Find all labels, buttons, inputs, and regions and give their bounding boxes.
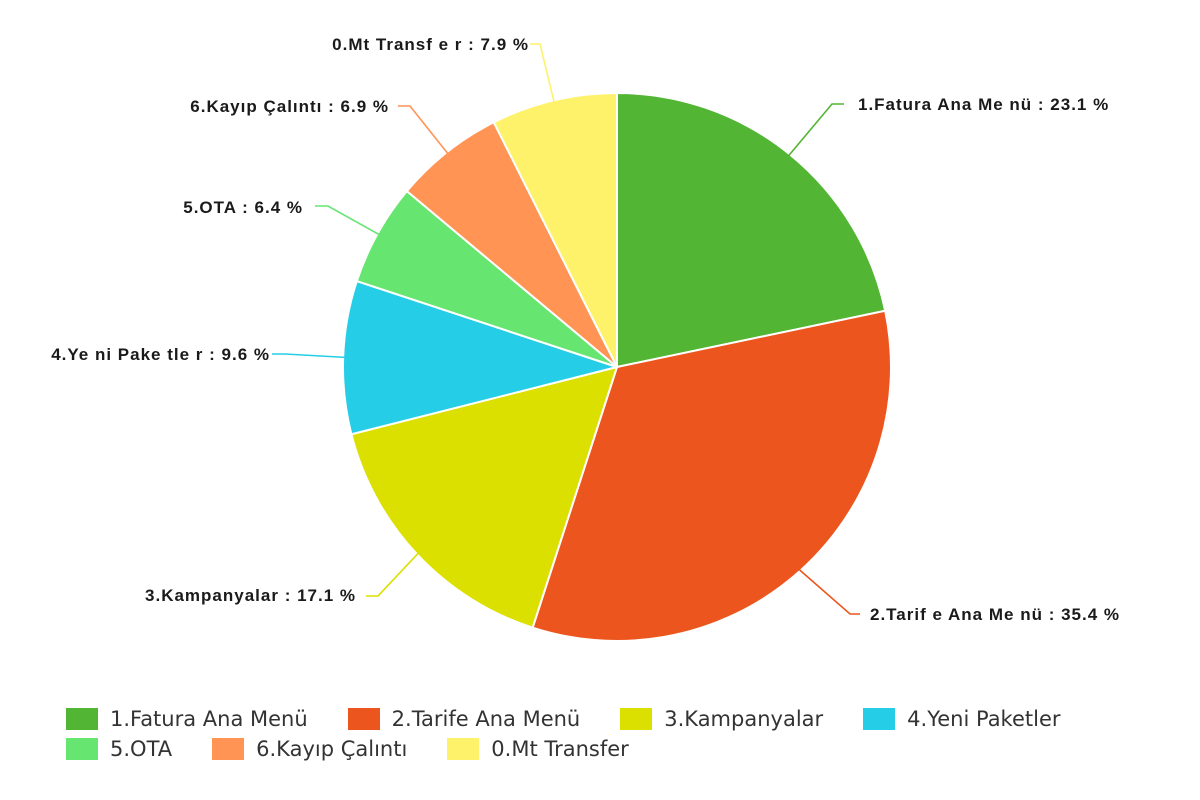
data-label-0-mt-transfer: 0.Mt Transf e r : 7.9 % xyxy=(332,35,529,54)
legend-label: 6.Kayıp Çalıntı xyxy=(256,737,408,761)
legend-label: 1.Fatura Ana Menü xyxy=(110,707,308,731)
legend-swatch xyxy=(66,738,98,760)
legend-swatch xyxy=(863,708,896,730)
legend-item-6-kay-p-al-nt[interactable]: 6.Kayıp Çalıntı xyxy=(212,737,407,761)
connector-5-ota xyxy=(315,205,380,236)
legend-label: 4.Yeni Paketler xyxy=(907,707,1061,731)
legend-swatch xyxy=(447,738,480,760)
data-label-1-fatura-ana-men: 1.Fatura Ana Me nü : 23.1 % xyxy=(858,95,1109,114)
data-label-2-tarife-ana-men: 2.Tarif e Ana Me nü : 35.4 % xyxy=(870,605,1120,624)
legend-swatch xyxy=(66,708,98,730)
legend-swatch xyxy=(620,708,653,730)
data-labels: 1.Fatura Ana Me nü : 23.1 % 2.Tarif e Ana… xyxy=(51,35,1120,624)
legend-label: 2.Tarife Ana Menü xyxy=(391,707,581,731)
pie-slices xyxy=(342,91,892,642)
legend-item-0-mt-transfer[interactable]: 0.Mt Transfer xyxy=(447,737,629,761)
connector-6-kay-p-al-nt xyxy=(398,105,449,155)
legend-row: 5.OTA 6.Kayıp Çalıntı 0.Mt Transfer xyxy=(66,734,1176,764)
legend-label: 0.Mt Transfer xyxy=(491,737,629,761)
connector-3-kampanyalar xyxy=(366,552,420,597)
legend-item-4-yeni-paketler[interactable]: 4.Yeni Paketler xyxy=(863,707,1061,731)
data-label-5-ota: 5.OTA : 6.4 % xyxy=(183,198,303,217)
legend-item-3-kampanyalar[interactable]: 3.Kampanyalar xyxy=(620,707,823,731)
legend-label: 5.OTA xyxy=(110,737,173,761)
connector-0-mt-transfer xyxy=(530,43,555,103)
legend-item-1-fatura-ana-men[interactable]: 1.Fatura Ana Menü xyxy=(66,707,308,731)
connector-4-yeni-paketler xyxy=(272,353,346,359)
pie-chart: 1.Fatura Ana Me nü : 23.1 % 2.Tarif e Ana… xyxy=(51,35,1120,642)
data-label-6-kay-p-al-nt: 6.Kayıp Çalıntı : 6.9 % xyxy=(190,97,389,116)
legend-item-2-tarife-ana-men[interactable]: 2.Tarife Ana Menü xyxy=(347,707,581,731)
legend-item-5-ota[interactable]: 5.OTA xyxy=(66,737,172,761)
connector-2-tarife-ana-men xyxy=(798,568,860,615)
legend-row: 1.Fatura Ana Menü 2.Tarife Ana Menü 3.Kamp… xyxy=(66,704,1176,734)
legend-swatch xyxy=(212,738,245,760)
legend-label: 3.Kampanyalar xyxy=(664,707,824,731)
connector-1-fatura-ana-men xyxy=(787,103,844,157)
legend-swatch xyxy=(347,708,380,730)
data-label-3-kampanyalar: 3.Kampanyalar : 17.1 % xyxy=(145,586,356,605)
label-connectors xyxy=(272,43,860,615)
chart-legend: 1.Fatura Ana Menü 2.Tarife Ana Menü 3.Kamp… xyxy=(66,704,1176,764)
data-label-4-yeni-paketler: 4.Ye ni Pake tle r : 9.6 % xyxy=(51,345,270,364)
